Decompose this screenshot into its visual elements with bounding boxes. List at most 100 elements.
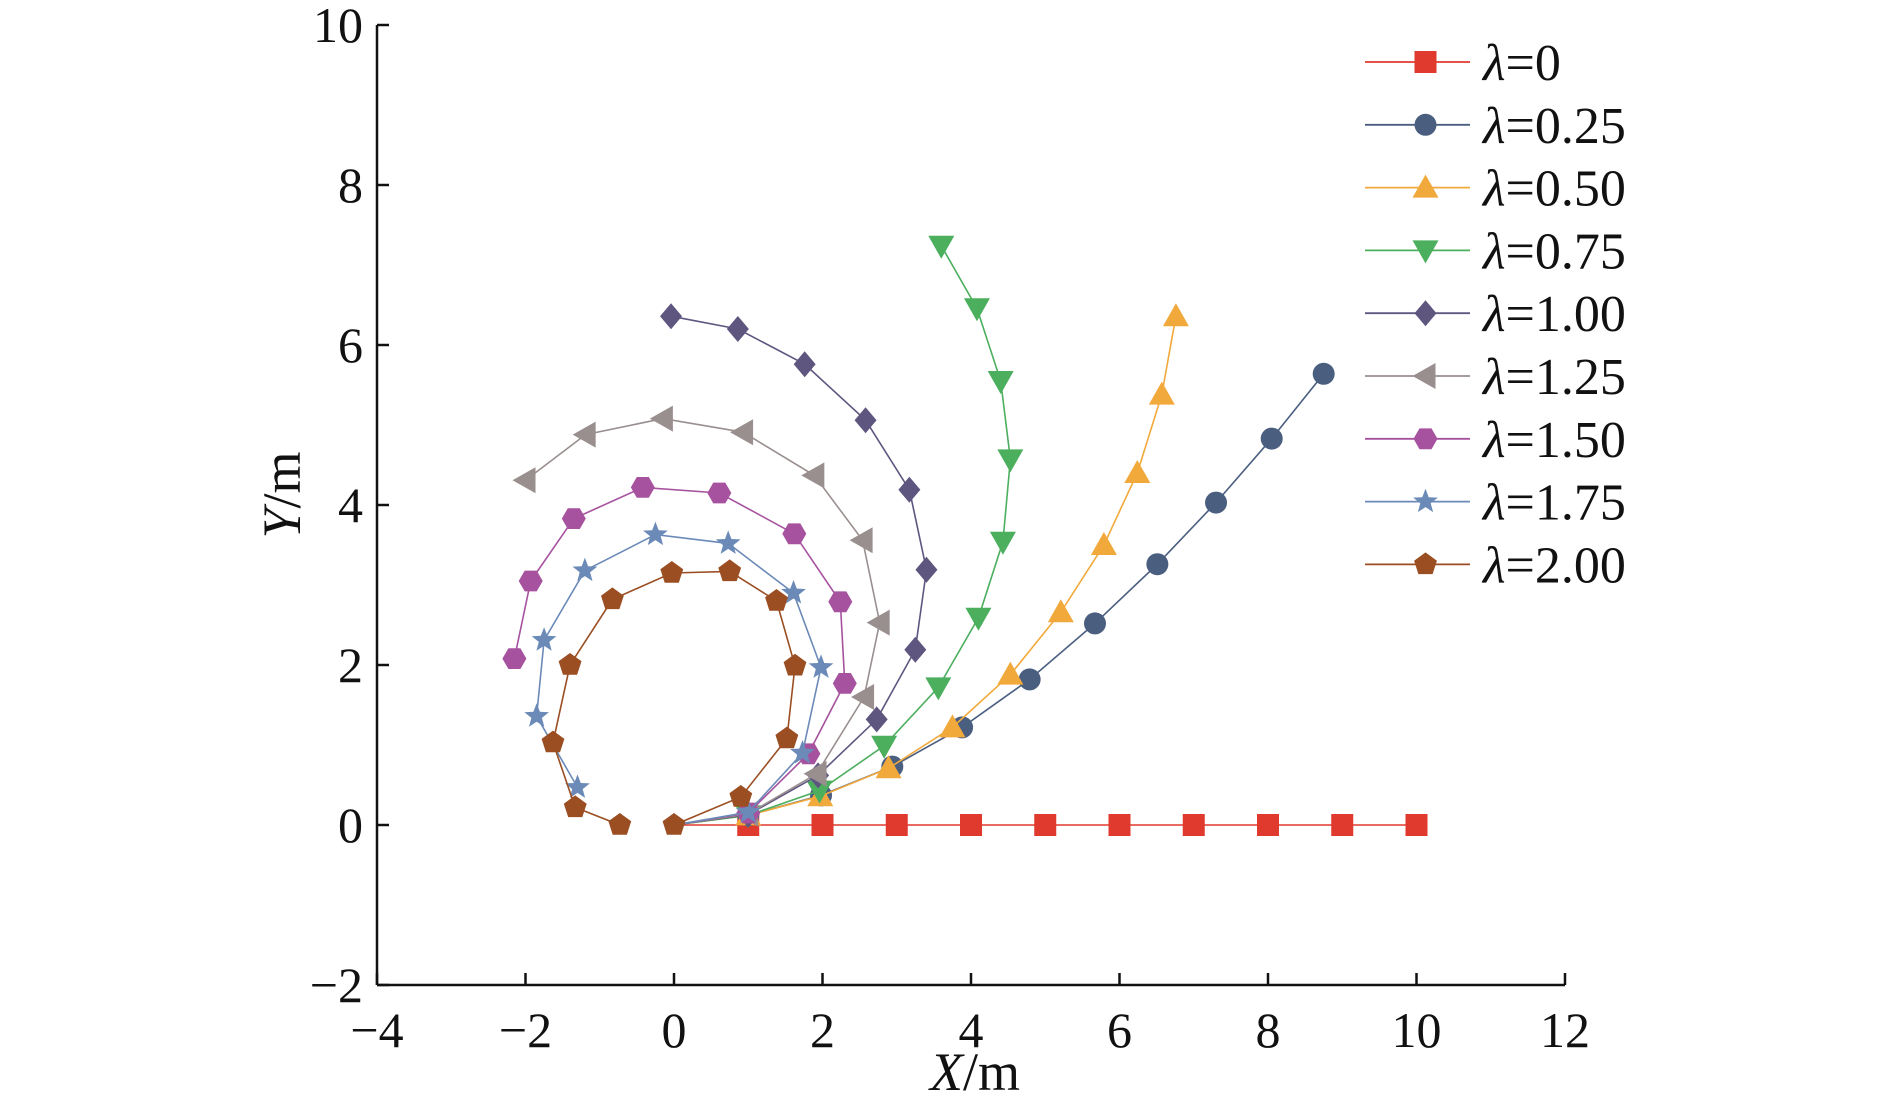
data-point bbox=[572, 421, 596, 448]
data-point bbox=[898, 476, 921, 503]
series-line bbox=[552, 570, 796, 826]
data-point bbox=[1090, 532, 1117, 555]
data-point bbox=[783, 653, 807, 676]
data-point bbox=[987, 371, 1014, 394]
y-tick-label: −2 bbox=[310, 957, 363, 1013]
data-point bbox=[849, 527, 873, 554]
data-point bbox=[765, 589, 788, 611]
data-point bbox=[643, 521, 668, 546]
data-point bbox=[1034, 814, 1057, 836]
legend-value: =1.50 bbox=[1506, 412, 1626, 469]
data-point bbox=[1331, 814, 1354, 836]
data-point bbox=[662, 813, 686, 835]
data-point bbox=[726, 316, 749, 342]
x-axis-title-var: X bbox=[928, 1042, 965, 1097]
legend-item-0: λ=0 bbox=[1365, 35, 1561, 92]
data-point bbox=[608, 813, 632, 835]
legend-value: =1.75 bbox=[1506, 475, 1626, 532]
data-point bbox=[1312, 362, 1335, 385]
legend-label: λ=0.75 bbox=[1481, 223, 1626, 280]
legend-marker bbox=[1413, 428, 1438, 450]
data-point bbox=[561, 508, 586, 529]
legend-marker bbox=[1412, 240, 1439, 264]
data-point bbox=[1108, 814, 1131, 836]
data-point bbox=[1124, 460, 1151, 483]
data-point bbox=[965, 607, 992, 631]
data-point bbox=[781, 580, 806, 604]
legend-label: λ=1.50 bbox=[1481, 412, 1626, 469]
x-tick-label: 8 bbox=[1256, 1002, 1281, 1058]
data-point bbox=[790, 740, 815, 764]
legend-value: =0.50 bbox=[1506, 161, 1626, 218]
data-point bbox=[808, 654, 834, 678]
data-point bbox=[1257, 814, 1279, 836]
y-tick-label: 0 bbox=[338, 797, 363, 853]
legend-item-8: λ=2.00 bbox=[1365, 537, 1626, 594]
data-point bbox=[875, 755, 902, 779]
y-tick-label: 10 bbox=[313, 0, 363, 53]
data-point bbox=[601, 587, 624, 610]
legend-symbol: λ bbox=[1481, 161, 1506, 218]
legend-label: λ=0.25 bbox=[1481, 98, 1626, 155]
legend-value: =0 bbox=[1506, 35, 1561, 92]
y-tick-label: 2 bbox=[338, 637, 363, 693]
legend-symbol: λ bbox=[1481, 35, 1506, 92]
data-point bbox=[660, 303, 683, 330]
legend-value: =0.25 bbox=[1506, 98, 1626, 155]
data-point bbox=[915, 556, 938, 583]
data-point bbox=[512, 467, 536, 494]
legend-value: =0.75 bbox=[1506, 223, 1626, 280]
legend-symbol: λ bbox=[1481, 537, 1506, 594]
legend-item-7: λ=1.75 bbox=[1365, 475, 1626, 532]
data-point bbox=[1260, 427, 1283, 450]
data-point bbox=[1148, 381, 1175, 405]
legend-symbol: λ bbox=[1481, 223, 1506, 280]
legend-item-2: λ=0.50 bbox=[1365, 161, 1626, 218]
data-point bbox=[502, 648, 527, 669]
series-line bbox=[525, 417, 881, 826]
data-point bbox=[1083, 612, 1106, 635]
data-point bbox=[928, 235, 955, 259]
legend-marker bbox=[1414, 113, 1437, 136]
x-tick-label: 12 bbox=[1540, 1002, 1590, 1058]
series-7 bbox=[524, 521, 834, 826]
data-point bbox=[775, 726, 799, 749]
data-point bbox=[730, 419, 754, 446]
legend-marker bbox=[1412, 174, 1439, 198]
data-point bbox=[871, 735, 898, 759]
legend-value: =1.25 bbox=[1506, 349, 1626, 406]
legend-symbol: λ bbox=[1481, 286, 1506, 343]
y-tick-label: 6 bbox=[338, 317, 363, 373]
legend-label: λ=0.50 bbox=[1481, 161, 1626, 218]
data-point bbox=[1018, 668, 1041, 691]
legend-marker bbox=[1413, 488, 1438, 513]
data-point bbox=[707, 482, 732, 504]
series-3 bbox=[673, 235, 1024, 829]
legend-label: λ=1.25 bbox=[1481, 349, 1626, 406]
y-tick-label: 8 bbox=[338, 157, 363, 213]
data-point bbox=[1405, 814, 1428, 836]
data-point bbox=[1162, 303, 1189, 327]
legend-item-5: λ=1.25 bbox=[1365, 349, 1626, 406]
data-point bbox=[997, 449, 1024, 473]
data-point bbox=[1182, 814, 1205, 836]
data-point bbox=[854, 407, 877, 434]
data-point bbox=[782, 523, 807, 545]
data-point bbox=[960, 814, 982, 836]
legend-label: λ=1.00 bbox=[1481, 286, 1626, 343]
y-axis-title-var: Y bbox=[252, 504, 312, 539]
x-tick-label: 0 bbox=[662, 1002, 687, 1058]
y-tick-label: 4 bbox=[338, 477, 363, 533]
data-point bbox=[1146, 553, 1169, 576]
data-point bbox=[865, 706, 888, 733]
data-point bbox=[803, 760, 827, 787]
legend-symbol: λ bbox=[1481, 349, 1506, 406]
data-point bbox=[832, 673, 857, 694]
legend-marker bbox=[1412, 363, 1436, 389]
data-point bbox=[904, 636, 927, 663]
series-layer bbox=[502, 235, 1428, 836]
data-point bbox=[885, 814, 908, 836]
x-axis-title-unit: /m bbox=[963, 1042, 1020, 1097]
data-point bbox=[565, 774, 590, 798]
